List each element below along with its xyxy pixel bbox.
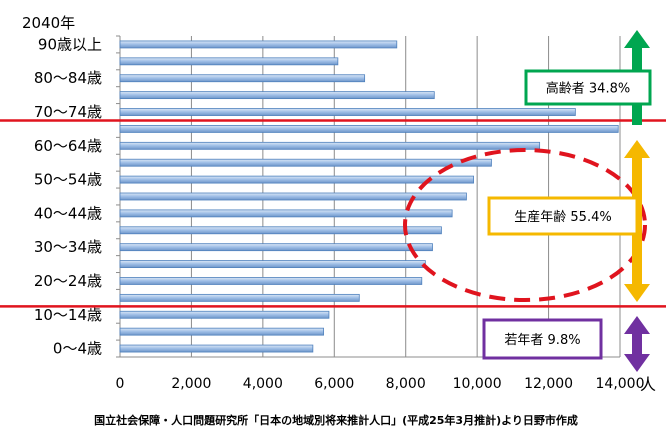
y-category-label: 90歳以上 bbox=[38, 35, 102, 53]
x-tick-label: 10,000 bbox=[453, 376, 502, 392]
bar-10〜14歳 bbox=[119, 310, 330, 319]
bar-85〜89歳 bbox=[119, 57, 339, 66]
bar-30〜34歳 bbox=[119, 243, 433, 252]
highlight-ellipse bbox=[403, 148, 647, 302]
bar-40〜44歳 bbox=[119, 209, 453, 218]
y-category-label: 30〜34歳 bbox=[34, 238, 102, 256]
y-category-label: 50〜54歳 bbox=[34, 171, 102, 189]
x-tick-label: 4,000 bbox=[243, 376, 283, 392]
bar-0〜4歳 bbox=[119, 344, 314, 353]
bar-70〜74歳 bbox=[119, 108, 576, 116]
unit-label: 人 bbox=[640, 375, 656, 394]
source-note: 国立社会保障・人口問題研究所「日本の地域別将来推計人口」(平成25年3月推計)よ… bbox=[94, 414, 578, 427]
annotation-box-working bbox=[487, 196, 639, 236]
y-category-label: 10〜14歳 bbox=[34, 306, 102, 324]
bar-35〜39歳 bbox=[119, 226, 442, 235]
y-category-label: 0〜4歳 bbox=[53, 340, 102, 358]
bar-45〜49歳 bbox=[119, 192, 467, 201]
x-tick-label: 2,000 bbox=[171, 376, 211, 392]
bar-75〜79歳 bbox=[119, 91, 435, 100]
annotation-label-working: 生産年齢 55.4% bbox=[514, 209, 611, 225]
x-tick-label: 8,000 bbox=[386, 376, 426, 392]
x-tick-label: 6,000 bbox=[314, 376, 354, 392]
annotation-box-young bbox=[482, 318, 603, 360]
bar-25〜29歳 bbox=[119, 260, 426, 268]
bar-65〜69歳 bbox=[119, 125, 619, 133]
y-category-label: 70〜74歳 bbox=[34, 103, 102, 121]
y-category-label: 40〜44歳 bbox=[34, 204, 102, 222]
x-tick-label: 12,000 bbox=[524, 376, 573, 392]
bar-60〜64歳 bbox=[119, 141, 541, 150]
bar-90歳以上 bbox=[119, 40, 398, 49]
bar-20〜24歳 bbox=[119, 277, 423, 285]
bar-55〜59歳 bbox=[119, 158, 492, 167]
y-category-label: 60〜64歳 bbox=[34, 137, 102, 155]
annotation-box-elderly bbox=[524, 69, 652, 106]
bar-15〜19歳 bbox=[119, 293, 360, 302]
arrow-young bbox=[624, 316, 650, 372]
chart-title: 2040年 bbox=[22, 14, 75, 32]
x-tick-label: 0 bbox=[116, 376, 125, 392]
bar-5〜9歳 bbox=[119, 327, 324, 336]
x-tick-label: 14,000 bbox=[596, 376, 645, 392]
annotation-label-elderly: 高齢者 34.8% bbox=[546, 81, 630, 97]
annotation-label-young: 若年者 9.8% bbox=[504, 332, 580, 348]
bar-80〜84歳 bbox=[119, 74, 366, 83]
y-category-label: 20〜24歳 bbox=[34, 272, 102, 290]
bar-50〜54歳 bbox=[119, 175, 474, 184]
chart-svg: 0〜4歳 10〜14歳 20〜24歳 30〜34歳 40〜44歳 50〜54歳 60〜64歳… bbox=[0, 14, 666, 394]
y-category-label: 80〜84歳 bbox=[34, 69, 102, 87]
